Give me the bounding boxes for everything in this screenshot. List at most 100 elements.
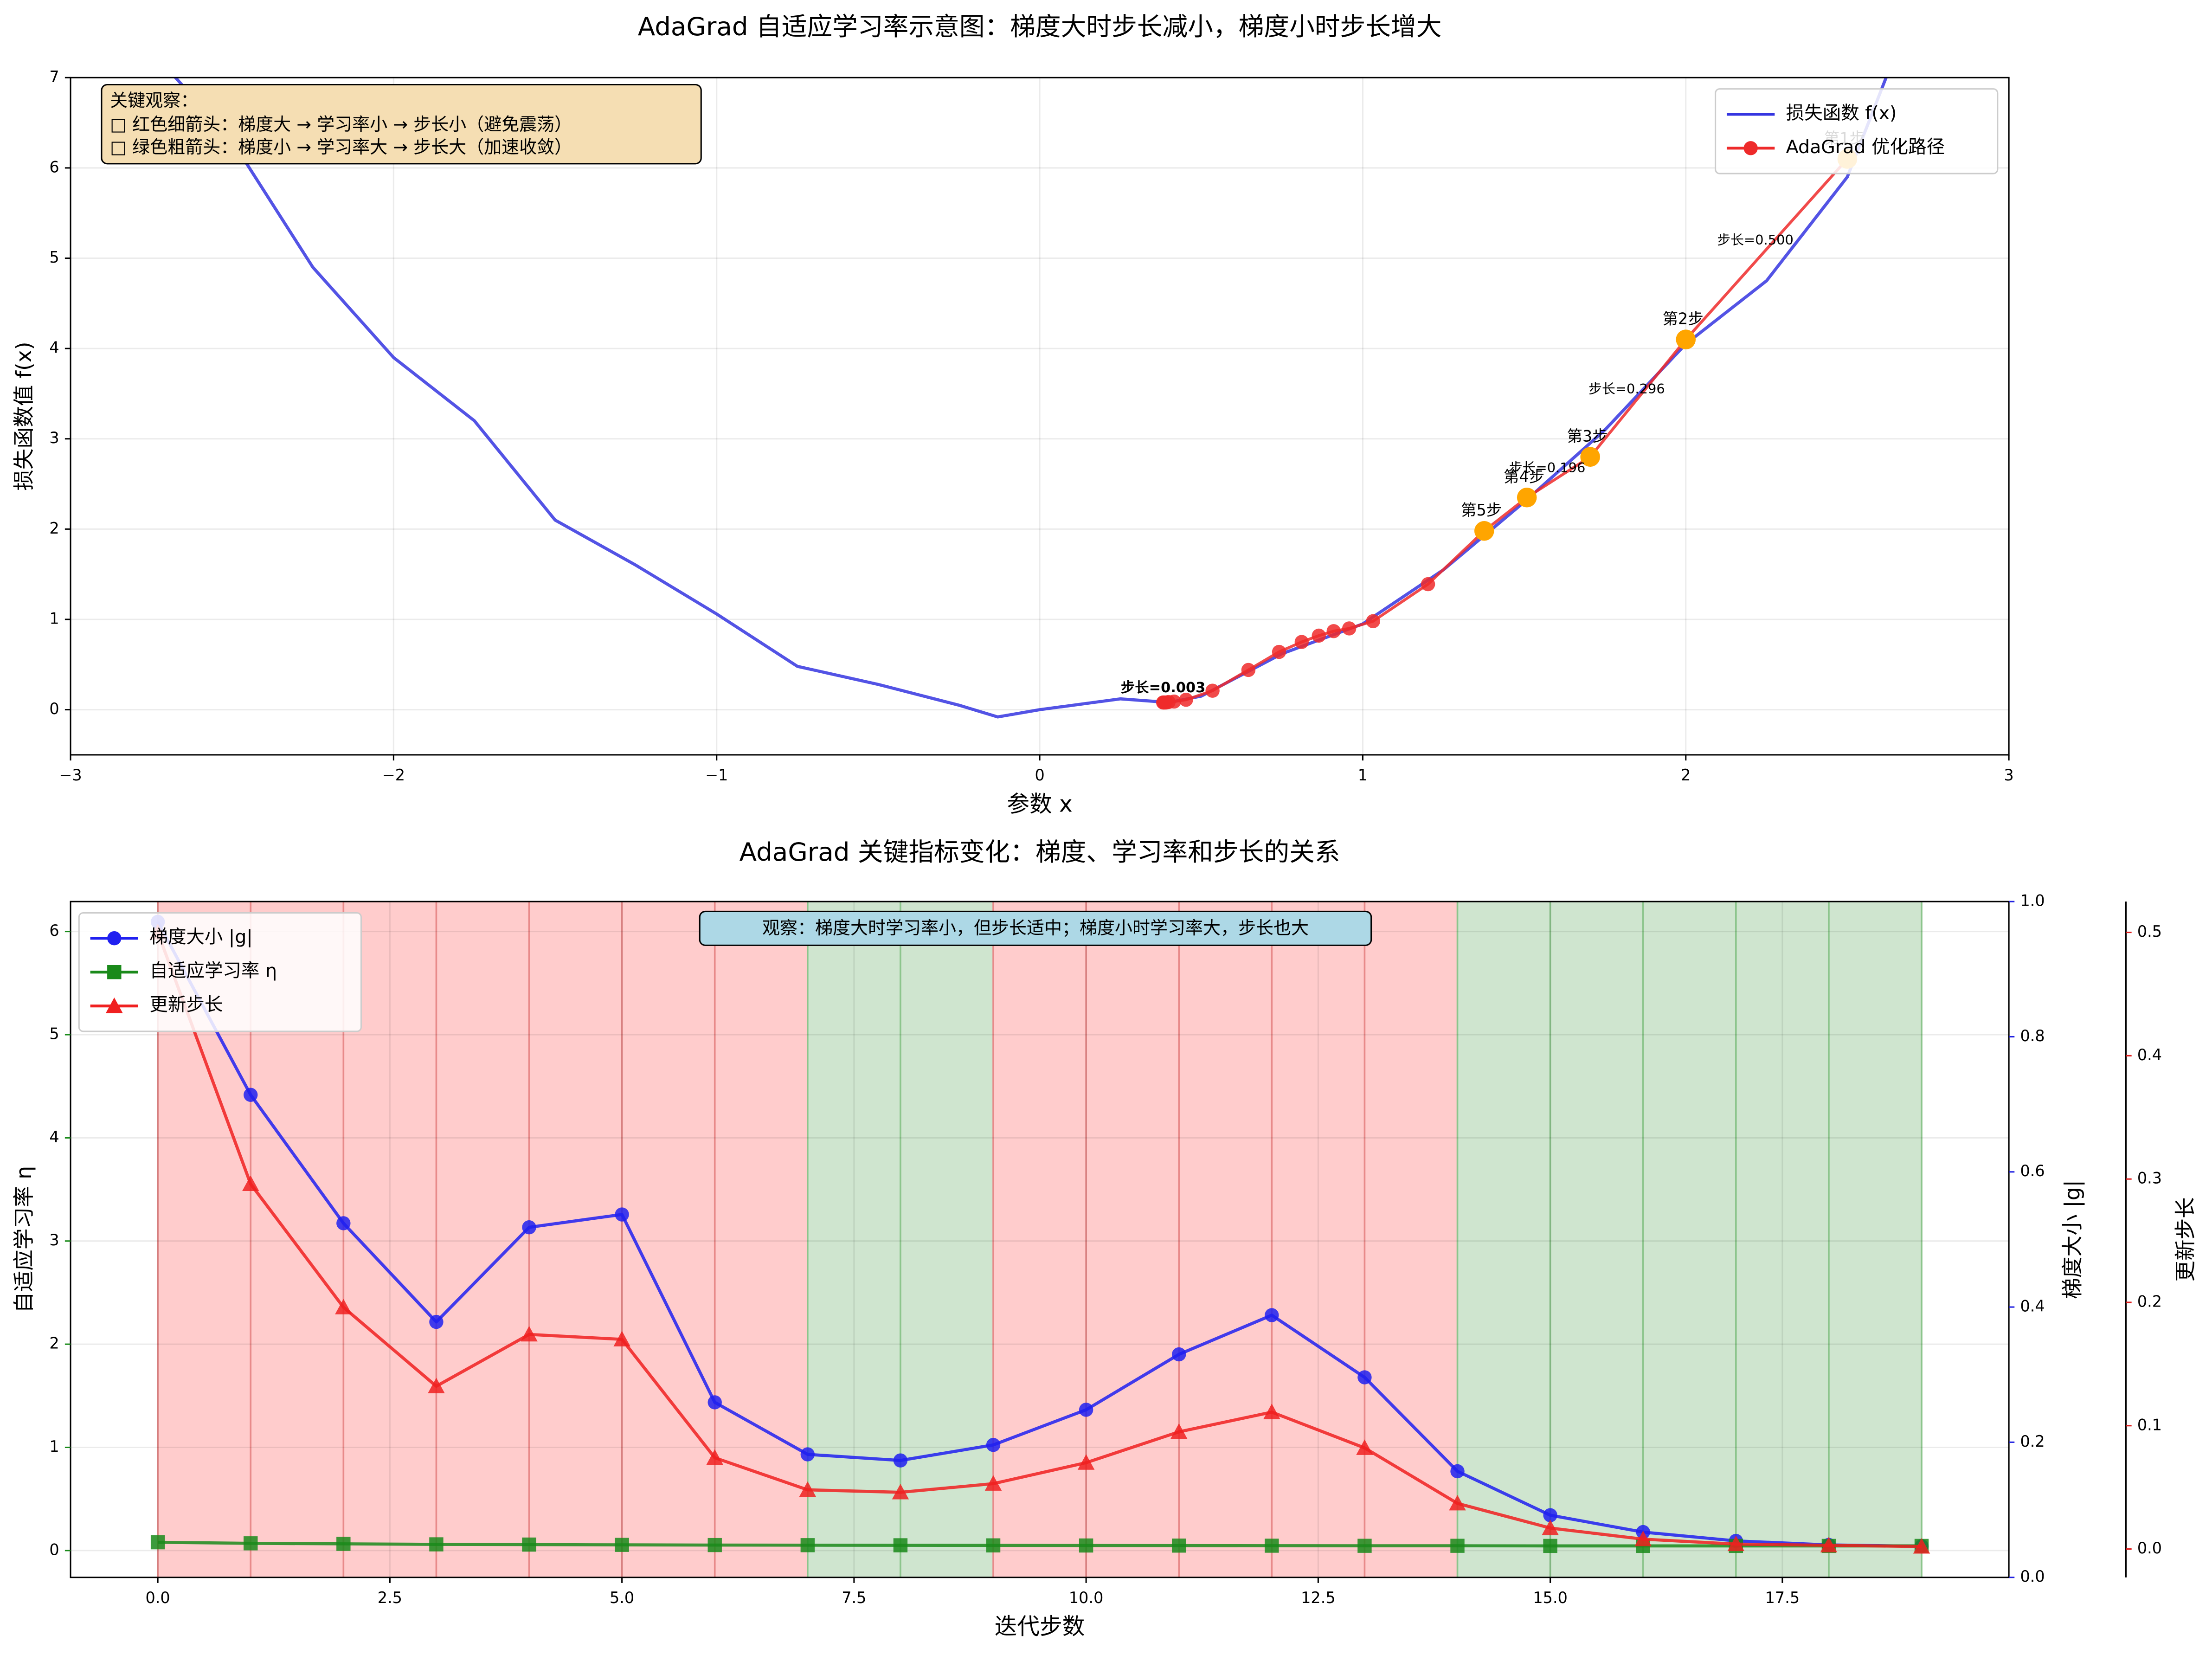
y-tick-label: 1 [49, 1437, 59, 1455]
plot-frame [70, 901, 2010, 1578]
point [335, 1299, 352, 1314]
y2-tick-label: 0.6 [2020, 1162, 2045, 1180]
point [799, 1481, 817, 1497]
legend-label: AdaGrad 优化路径 [1786, 136, 1945, 158]
note-line: □ 绿色粗箭头：梯度小 → 学习率大 → 步长大（加速收敛） [110, 137, 572, 157]
x-tick-label: 2.5 [378, 1589, 402, 1607]
point [522, 1220, 536, 1235]
y2-tick-label: 0.4 [2020, 1297, 2045, 1315]
x-tick-label: 0.0 [146, 1589, 170, 1607]
plot-area [149, 914, 1930, 1554]
point [1450, 1464, 1465, 1479]
point [1820, 1537, 1838, 1552]
point [707, 1395, 722, 1410]
y-tick-label: 0 [49, 1540, 59, 1558]
point [1312, 628, 1326, 643]
y2-tick-label: 0.0 [2020, 1567, 2045, 1585]
point [1727, 1535, 1745, 1552]
highlight-point [1517, 487, 1537, 508]
y2-tick-label: 0.2 [2020, 1432, 2045, 1450]
note-box [699, 910, 1372, 946]
y2-tick-label: 1.0 [2020, 892, 2045, 910]
x-tick-label: 2 [1681, 766, 1691, 784]
point [1326, 624, 1341, 638]
legend-box [78, 912, 362, 1032]
point [893, 1538, 908, 1552]
step-label: 第5步 [1461, 501, 1502, 519]
highlight-span [1457, 902, 1922, 1578]
step-size-label: 步长=0.196 [1509, 460, 1586, 476]
step-label: 第3步 [1567, 427, 1608, 445]
point [1356, 1439, 1373, 1455]
point [1079, 1403, 1093, 1417]
y3-tick-label: 0.2 [2137, 1292, 2162, 1310]
y-tick-label: 0 [49, 700, 59, 718]
x-axis-label: 迭代步数 [995, 1614, 1085, 1640]
note-title: 关键观察： [110, 90, 198, 111]
point [706, 1449, 723, 1465]
x-tick-label: 1 [1358, 766, 1368, 784]
point [244, 1088, 258, 1102]
point [1172, 1538, 1186, 1553]
point [244, 1536, 258, 1551]
x-tick-label: 7.5 [842, 1589, 866, 1607]
highlight-span [993, 902, 1458, 1578]
y-tick-label: 6 [49, 158, 59, 176]
legend-label: 自适应学习率 η [149, 960, 277, 982]
x-tick-label: 15.0 [1533, 1589, 1567, 1607]
y-tick-label: 3 [49, 429, 59, 447]
point [986, 1538, 1001, 1552]
step-size-label: 步长=0.296 [1588, 381, 1665, 397]
point [1543, 1539, 1557, 1553]
point [800, 1538, 815, 1552]
y-axis-label: 自适应学习率 η [12, 1166, 36, 1313]
x-tick-label: 5.0 [610, 1589, 634, 1607]
y-tick-label: 5 [49, 248, 59, 266]
point [1366, 614, 1380, 629]
y-tick-label: 7 [49, 68, 59, 86]
x-tick-label: 17.5 [1765, 1589, 1800, 1607]
point [1205, 683, 1220, 698]
highlight-point [1580, 447, 1600, 467]
point [1634, 1531, 1652, 1546]
x-tick-label: 3 [2004, 766, 2013, 784]
y-tick-label: 4 [49, 339, 59, 357]
legend-label: 更新步长 [149, 994, 223, 1016]
point [429, 1537, 444, 1552]
series-line [156, 921, 1922, 1548]
y3-tick-label: 0.1 [2137, 1416, 2162, 1434]
y-tick-label: 3 [49, 1231, 59, 1249]
point [984, 1475, 1002, 1491]
y3-tick-label: 0.4 [2137, 1046, 2162, 1064]
point [615, 1538, 629, 1552]
point [800, 1447, 815, 1462]
legend-label: 损失函数 f(x) [1786, 103, 1897, 124]
legend-marker [107, 931, 122, 946]
x-tick-label: −3 [59, 766, 82, 784]
point [1077, 1454, 1095, 1470]
step-size-label: 步长=0.500 [1717, 232, 1794, 248]
legend-label: 梯度大小 |g| [149, 927, 252, 948]
series-line [156, 932, 1922, 1548]
point [1913, 1538, 1930, 1554]
y3-tick-label: 0.3 [2137, 1169, 2162, 1187]
y3-axis-label: 更新步长 [2173, 1197, 2198, 1281]
y-tick-label: 2 [49, 1334, 59, 1352]
x-tick-label: 0 [1035, 766, 1044, 784]
point [1542, 1520, 1559, 1535]
highlight-point [1676, 329, 1696, 349]
plot-area: 第1步第2步第3步第4步第5步步长=0.500步长=0.296步长=0.196步… [173, 77, 1888, 719]
point [150, 1535, 165, 1550]
y-tick-label: 2 [49, 519, 59, 537]
step-size-label: 步长=0.003 [1121, 680, 1205, 696]
note-line: □ 红色细箭头：梯度大 → 学习率小 → 步长小（避免震荡） [110, 114, 572, 135]
point [242, 1175, 259, 1191]
point [428, 1378, 445, 1393]
series-line [158, 1540, 1922, 1548]
point [336, 1216, 351, 1230]
point [1357, 1539, 1372, 1553]
point [893, 1453, 908, 1468]
point [1172, 1347, 1186, 1362]
x-tick-label: 10.0 [1069, 1589, 1103, 1607]
